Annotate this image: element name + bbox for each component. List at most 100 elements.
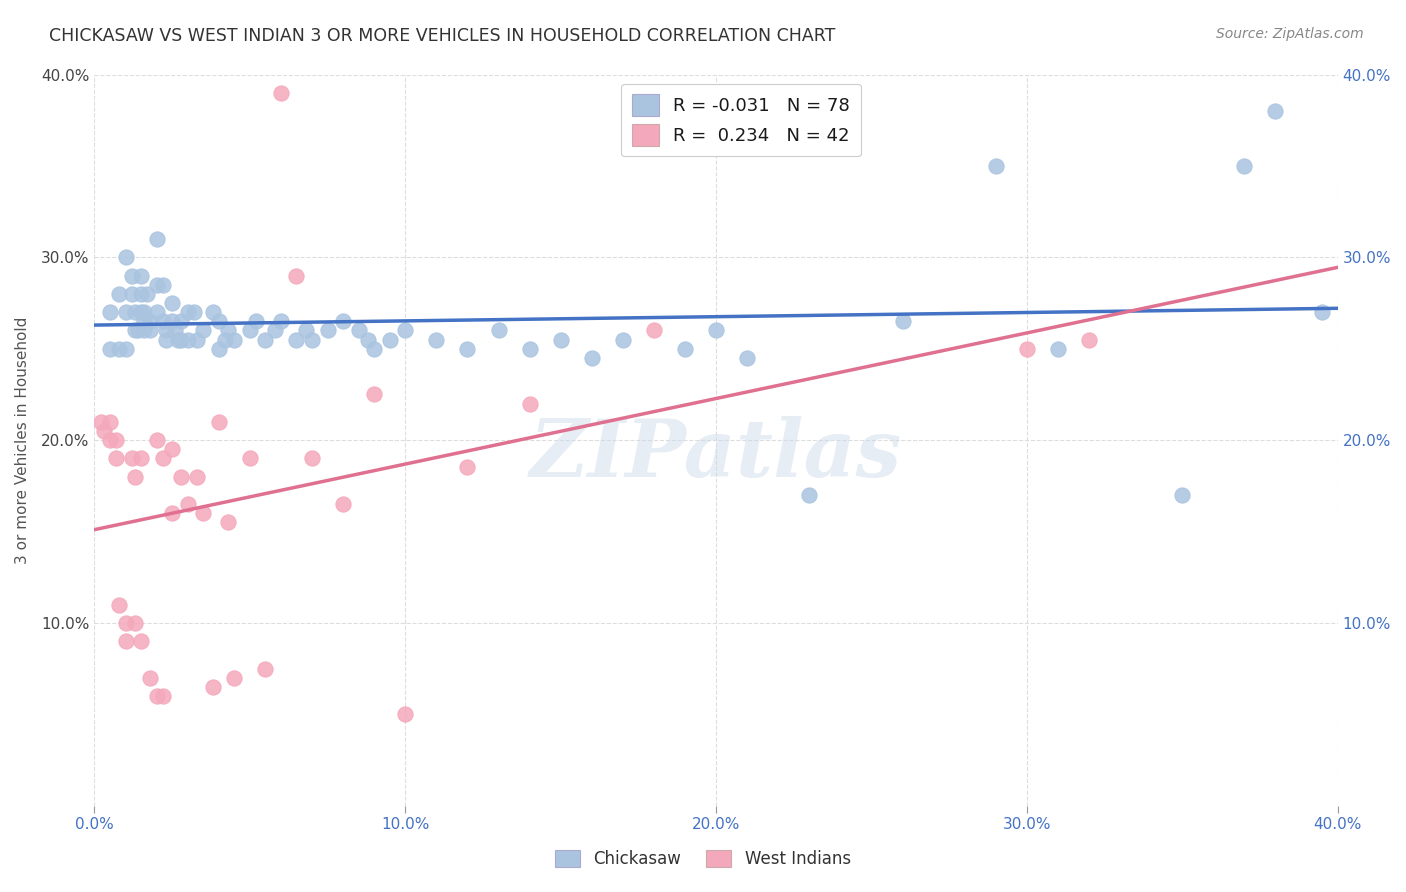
Point bbox=[114, 305, 136, 319]
Point bbox=[170, 333, 193, 347]
Point bbox=[673, 342, 696, 356]
Point bbox=[139, 323, 162, 337]
Point bbox=[165, 323, 187, 337]
Point bbox=[129, 286, 152, 301]
Point bbox=[1171, 488, 1194, 502]
Point bbox=[177, 305, 200, 319]
Point bbox=[129, 634, 152, 648]
Point bbox=[214, 333, 236, 347]
Point bbox=[357, 333, 380, 347]
Point bbox=[183, 305, 205, 319]
Point bbox=[121, 286, 143, 301]
Point bbox=[108, 342, 131, 356]
Point bbox=[799, 488, 821, 502]
Point bbox=[98, 342, 121, 356]
Point bbox=[245, 314, 267, 328]
Point bbox=[1233, 159, 1256, 173]
Point bbox=[254, 661, 277, 675]
Point bbox=[217, 323, 239, 337]
Point bbox=[108, 286, 131, 301]
Point bbox=[208, 314, 231, 328]
Point bbox=[984, 159, 1007, 173]
Point bbox=[98, 433, 121, 447]
Point bbox=[177, 333, 200, 347]
Point bbox=[425, 333, 447, 347]
Point bbox=[612, 333, 634, 347]
Point bbox=[224, 671, 246, 685]
Point bbox=[224, 333, 246, 347]
Point bbox=[121, 451, 143, 466]
Point bbox=[363, 387, 385, 401]
Point bbox=[136, 286, 159, 301]
Point bbox=[145, 232, 167, 246]
Point bbox=[456, 342, 478, 356]
Point bbox=[1264, 104, 1286, 119]
Point bbox=[550, 333, 572, 347]
Point bbox=[108, 598, 131, 612]
Point bbox=[134, 323, 156, 337]
Point bbox=[254, 333, 277, 347]
Point bbox=[488, 323, 510, 337]
Point bbox=[152, 277, 174, 292]
Point bbox=[155, 323, 177, 337]
Point bbox=[1310, 305, 1333, 319]
Point bbox=[129, 305, 152, 319]
Point bbox=[581, 351, 603, 365]
Point bbox=[105, 451, 128, 466]
Point bbox=[394, 323, 416, 337]
Point bbox=[519, 342, 541, 356]
Point bbox=[193, 323, 215, 337]
Point bbox=[332, 314, 354, 328]
Point bbox=[1078, 333, 1101, 347]
Point bbox=[704, 323, 727, 337]
Point bbox=[239, 451, 262, 466]
Point bbox=[301, 333, 323, 347]
Legend: R = -0.031   N = 78, R =  0.234   N = 42: R = -0.031 N = 78, R = 0.234 N = 42 bbox=[621, 84, 860, 156]
Text: CHICKASAW VS WEST INDIAN 3 OR MORE VEHICLES IN HOUSEHOLD CORRELATION CHART: CHICKASAW VS WEST INDIAN 3 OR MORE VEHIC… bbox=[49, 27, 835, 45]
Point bbox=[160, 506, 183, 520]
Point bbox=[263, 323, 285, 337]
Point bbox=[735, 351, 758, 365]
Point bbox=[152, 451, 174, 466]
Point bbox=[170, 314, 193, 328]
Point bbox=[129, 451, 152, 466]
Point bbox=[378, 333, 401, 347]
Y-axis label: 3 or more Vehicles in Household: 3 or more Vehicles in Household bbox=[15, 317, 30, 564]
Legend: Chickasaw, West Indians: Chickasaw, West Indians bbox=[548, 843, 858, 875]
Point bbox=[98, 415, 121, 429]
Point bbox=[270, 86, 292, 100]
Point bbox=[456, 460, 478, 475]
Point bbox=[114, 615, 136, 630]
Point bbox=[363, 342, 385, 356]
Point bbox=[145, 433, 167, 447]
Point bbox=[124, 305, 146, 319]
Point bbox=[208, 415, 231, 429]
Point bbox=[127, 323, 149, 337]
Point bbox=[347, 323, 370, 337]
Point bbox=[160, 442, 183, 457]
Point bbox=[208, 342, 231, 356]
Point bbox=[152, 314, 174, 328]
Point bbox=[134, 314, 156, 328]
Point bbox=[167, 333, 190, 347]
Point bbox=[891, 314, 914, 328]
Point bbox=[124, 323, 146, 337]
Point bbox=[217, 516, 239, 530]
Point bbox=[177, 497, 200, 511]
Point bbox=[301, 451, 323, 466]
Point bbox=[160, 314, 183, 328]
Point bbox=[160, 296, 183, 310]
Point bbox=[105, 433, 128, 447]
Point bbox=[139, 671, 162, 685]
Point bbox=[145, 305, 167, 319]
Point bbox=[316, 323, 339, 337]
Point bbox=[145, 277, 167, 292]
Point bbox=[114, 342, 136, 356]
Point bbox=[285, 268, 308, 283]
Point bbox=[124, 615, 146, 630]
Point bbox=[193, 506, 215, 520]
Point bbox=[121, 268, 143, 283]
Point bbox=[332, 497, 354, 511]
Point bbox=[114, 250, 136, 264]
Point bbox=[201, 680, 224, 694]
